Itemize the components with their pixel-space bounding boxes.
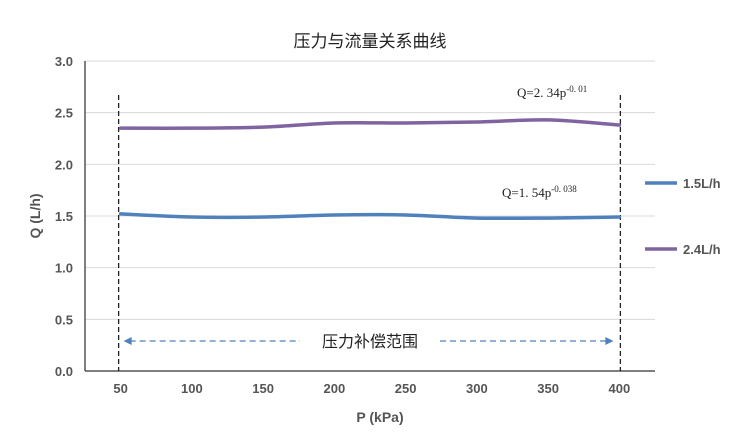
x-tick-label: 150 (252, 381, 274, 396)
y-tick-label: 2.5 (55, 106, 73, 121)
series-line-2.4L/h (118, 118, 622, 130)
x-axis-label: P (kPa) (356, 409, 403, 425)
y-axis-label: Q (L/h) (27, 193, 43, 238)
x-tick-label: 50 (113, 381, 127, 396)
y-tick-label: 2.0 (55, 157, 73, 172)
fit-equation-2-4: Q=2. 34p-0. 01 (517, 84, 587, 100)
x-tick-label: 100 (181, 381, 203, 396)
x-tick-label: 300 (466, 381, 488, 396)
x-tick-label: 400 (609, 381, 631, 396)
y-tick-label: 1.5 (55, 209, 73, 224)
x-tick-label: 350 (537, 381, 559, 396)
y-tick-label: 3.0 (55, 54, 73, 69)
y-tick-label: 0.0 (55, 364, 73, 379)
range-label: 压力补偿范围 (322, 333, 418, 351)
chart-title: 压力与流量关系曲线 (294, 32, 447, 51)
x-tick-label: 200 (324, 381, 346, 396)
arrowhead-left-icon (123, 337, 132, 345)
series-line-1.5L/h (118, 212, 622, 221)
x-tick-label: 250 (395, 381, 417, 396)
y-tick-label: 1.0 (55, 261, 73, 276)
legend-label: 1.5L/h (683, 176, 721, 191)
fit-equation-1-5: Q=1. 54p-0. 038 (502, 184, 577, 200)
y-tick-label: 0.5 (55, 312, 73, 327)
legend-label: 2.4L/h (683, 242, 721, 257)
arrowhead-right-icon (605, 337, 614, 345)
